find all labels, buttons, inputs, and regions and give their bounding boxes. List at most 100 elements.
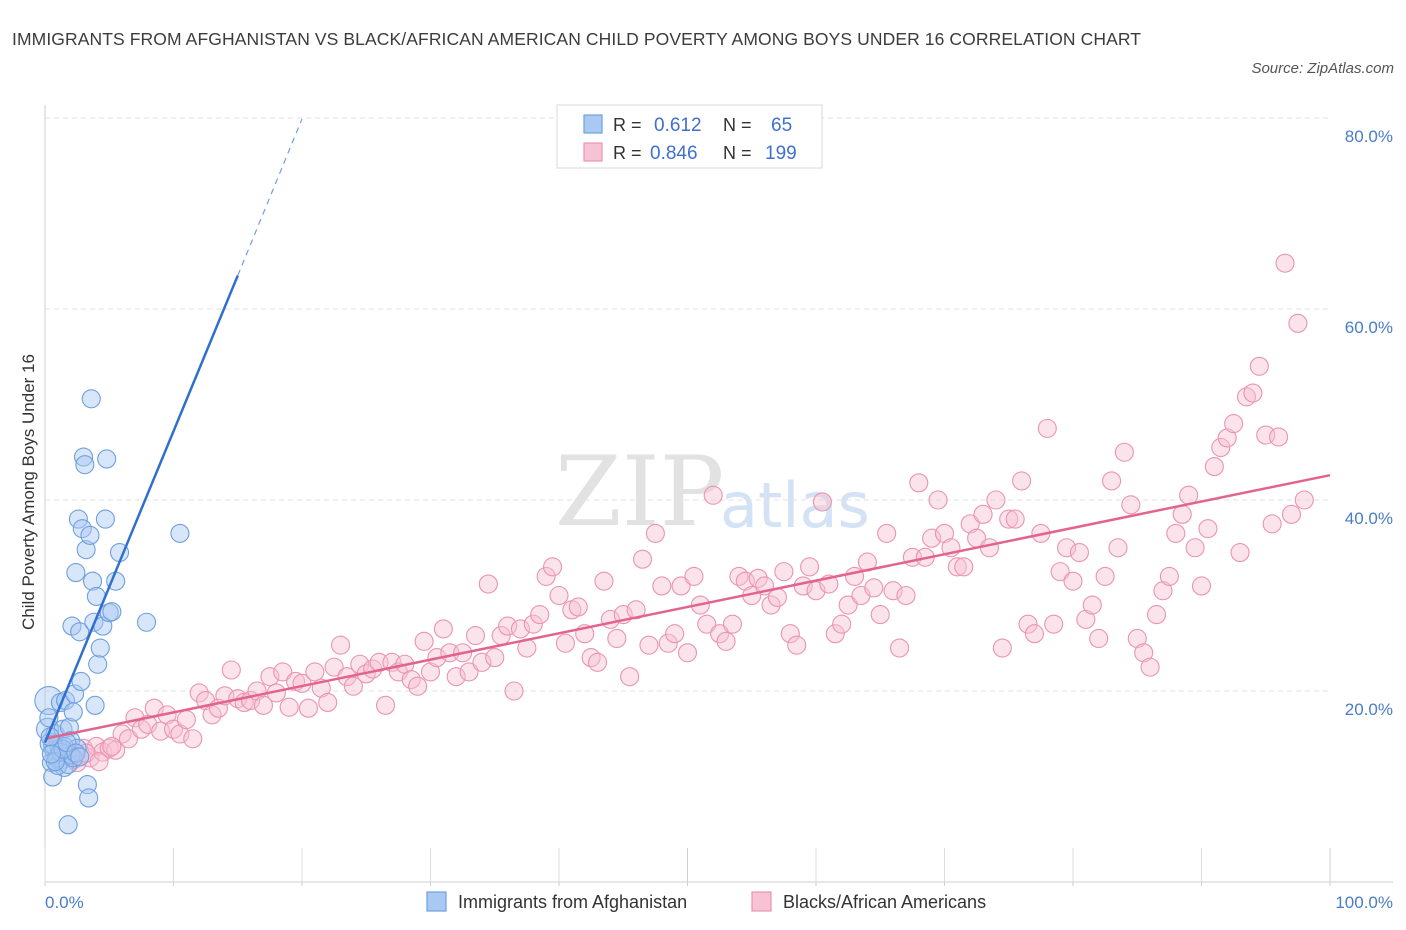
blacks-point-11: [118, 729, 139, 749]
blacks-point-186: [1243, 383, 1263, 403]
trend-line-afghanistan-extension: [237, 118, 303, 276]
blacks-point-90: [626, 600, 646, 620]
blacks-point-92: [639, 635, 659, 655]
blacks-point-131: [889, 638, 910, 658]
blacks-point-72: [510, 619, 531, 639]
blacks-point-99: [684, 566, 704, 586]
tick-labels: 20.0% 40.0% 60.0% 80.0% 0.0% 100.0%: [45, 127, 1393, 912]
afghanistan-point-33: [81, 389, 101, 409]
y-axis-label: Child Poverty Among Boys Under 16: [19, 354, 38, 630]
blacks-point-44: [330, 635, 351, 655]
blacks-point-84: [587, 652, 608, 672]
blacks-point-198: [102, 736, 122, 756]
blacks-point-39: [298, 698, 318, 718]
blacks-point-129: [877, 523, 897, 543]
blacks-point-40: [305, 662, 325, 682]
blacks-point-166: [1114, 442, 1134, 462]
blacks-point-146: [986, 490, 1006, 510]
trend-lines: [43, 118, 1331, 744]
watermark-atlas: atlas: [720, 469, 870, 542]
blacks-point-46: [343, 676, 363, 696]
afghanistan-point-47: [136, 612, 157, 632]
x-tick-label-max: 100.0%: [1335, 893, 1393, 912]
afghanistan-point-29: [76, 540, 96, 560]
blacks-point-93: [645, 523, 665, 543]
source-note: Source: ZipAtlas.com: [1251, 60, 1394, 77]
afghanistan-point-44: [102, 602, 122, 622]
legend-swatch-pink: [583, 142, 603, 162]
afghanistan-point-38: [88, 654, 108, 674]
afghanistan-point-23: [68, 509, 88, 529]
legend-n-label-2: N =: [723, 143, 752, 163]
trend-line-blacks: [44, 473, 1331, 740]
blacks-point-157: [1057, 538, 1077, 558]
blacks-point-98: [677, 643, 698, 663]
blacks-point-94: [652, 576, 672, 596]
blacks-point-62: [446, 667, 466, 687]
afghanistan-point-34: [82, 571, 103, 591]
afghanistan-point-19: [63, 702, 83, 722]
blacks-point-102: [703, 485, 723, 505]
blacks-point-148: [999, 509, 1019, 529]
afghanistan-point-21: [66, 563, 86, 583]
blacks-point-162: [1089, 628, 1109, 649]
blacks-point-158: [1063, 571, 1083, 591]
blacks-point-136: [922, 528, 942, 548]
blacks-point-128: [870, 605, 890, 625]
blacks-point-36: [279, 697, 299, 717]
blacks-point-68: [485, 648, 505, 668]
blacks-point-163: [1095, 566, 1115, 586]
blacks-point-144: [973, 504, 993, 524]
blacks-point-140: [947, 557, 967, 577]
blacks-point-95: [658, 633, 678, 653]
afghanistan-point-32: [80, 525, 100, 545]
blacks-point-20: [176, 710, 196, 730]
blacks-point-194: [1294, 490, 1314, 510]
blacks-point-134: [909, 473, 929, 493]
blacks-point-78: [549, 585, 569, 606]
blacks-point-103: [710, 624, 730, 644]
blacks-point-71: [504, 681, 524, 701]
blacks-point-184: [1230, 542, 1250, 563]
afghanistan-point-27: [74, 447, 94, 467]
blacks-point-149: [1005, 509, 1025, 529]
blacks-point-179: [1198, 519, 1218, 539]
y-tick-label-3: 80.0%: [1345, 127, 1393, 146]
blacks-point-171: [1146, 605, 1167, 625]
blacks-point-33: [260, 667, 280, 687]
afghanistan-point-31: [79, 788, 99, 808]
blacks-point-181: [1211, 437, 1231, 458]
blacks-point-51: [375, 695, 396, 715]
blacks-point-77: [543, 557, 563, 577]
blacks-point-159: [1069, 542, 1089, 563]
afghanistan-point-28: [75, 455, 95, 475]
blacks-point-172: [1153, 581, 1173, 601]
x-tick-label-min: 0.0%: [45, 893, 84, 912]
blacks-point-142: [960, 514, 980, 534]
afghanistan-point-41: [95, 509, 115, 529]
blacks-point-113: [774, 562, 794, 582]
bottom-legend-label-blacks: Blacks/African Americans: [783, 892, 986, 912]
blacks-point-154: [1037, 418, 1057, 438]
chart-title: IMMIGRANTS FROM AFGHANISTAN VS BLACK/AFR…: [12, 29, 1142, 49]
blacks-point-168: [1127, 628, 1147, 649]
blacks-point-57: [414, 631, 434, 651]
blacks-point-112: [767, 587, 788, 607]
blacks-point-193: [1288, 313, 1308, 333]
afghanistan-point-24: [70, 622, 90, 642]
blacks-point-96: [665, 624, 685, 644]
afghanistan-point-26: [72, 519, 92, 539]
blacks-point-119: [812, 492, 832, 512]
blacks-point-190: [1269, 427, 1289, 447]
blacks-point-165: [1108, 538, 1128, 558]
legend-r-label-1: R =: [613, 115, 642, 135]
series-afghanistan-points: [34, 389, 190, 835]
blacks-point-85: [594, 571, 614, 591]
blacks-point-42: [318, 692, 338, 713]
blacks-point-117: [800, 557, 820, 577]
afghanistan-point-64: [41, 744, 61, 764]
blacks-point-122: [832, 614, 852, 634]
blacks-point-170: [1140, 657, 1160, 677]
legend-r-label-2: R =: [613, 143, 642, 163]
